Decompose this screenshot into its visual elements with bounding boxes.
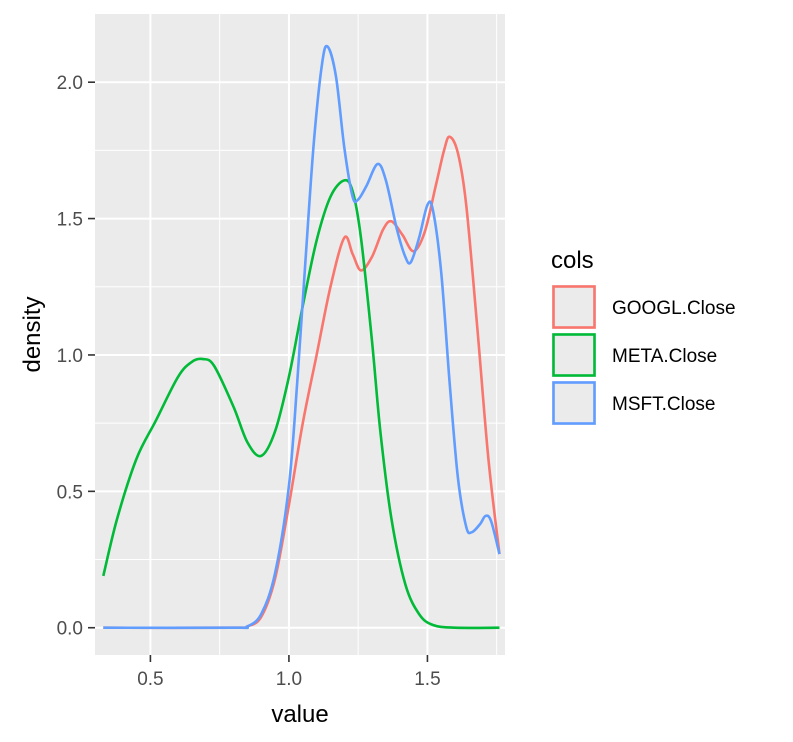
y-axis: 0.0 0.5 1.0 1.5 2.0 bbox=[57, 73, 95, 640]
x-tick-label: 1.0 bbox=[276, 669, 302, 690]
legend-key-bg bbox=[552, 381, 596, 425]
y-tick-label: 1.5 bbox=[57, 210, 83, 231]
density-lines bbox=[102, 44, 501, 630]
legend-key-bg bbox=[552, 333, 596, 377]
legend-entry-label: MSFT.Close bbox=[612, 394, 715, 415]
x-tick-label: 1.5 bbox=[414, 669, 440, 690]
y-tick-label: 2.0 bbox=[57, 73, 83, 94]
legend-title: cols bbox=[551, 247, 594, 274]
legend-entry-label: GOOGL.Close bbox=[612, 298, 736, 319]
y-axis-title: density bbox=[19, 296, 46, 372]
y-tick-label: 1.0 bbox=[57, 346, 83, 367]
legend-key-swatch bbox=[552, 285, 596, 329]
legend: cols GOOGL.Close META.Close MSFT.Close bbox=[551, 247, 736, 425]
y-tick-label: 0.0 bbox=[57, 619, 83, 640]
y-tick-label: 0.5 bbox=[57, 482, 83, 503]
x-tick-label: 0.5 bbox=[137, 669, 163, 690]
legend-key-swatch bbox=[552, 381, 596, 425]
series-line-2 bbox=[103, 44, 501, 630]
x-axis: 0.5 1.0 1.5 bbox=[137, 655, 441, 690]
series-line-1 bbox=[102, 178, 500, 630]
legend-key-swatch bbox=[552, 333, 596, 377]
legend-entry-label: META.Close bbox=[612, 346, 717, 367]
x-axis-title: value bbox=[271, 701, 328, 728]
minor-gridlines bbox=[95, 14, 505, 655]
legend-key-bg bbox=[552, 285, 596, 329]
